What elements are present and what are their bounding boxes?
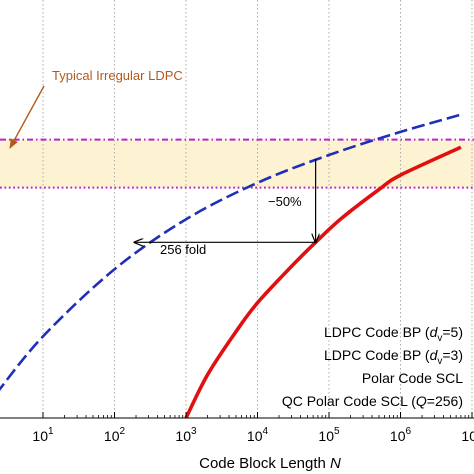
legend: LDPC Code BP (dv=5) LDPC Code BP (dv=3) … (282, 324, 463, 409)
x-tick-label-4: 104 (247, 426, 269, 444)
annotation-minus-50: −50% (268, 194, 302, 209)
plot-band (0, 139, 474, 188)
x-tick-label-1: 101 (32, 426, 54, 444)
x-tick-label-7: 107 (461, 426, 474, 444)
x-axis-label: Code Block Length N (199, 455, 341, 472)
x-tick-label-3: 103 (175, 426, 197, 444)
x-tick-label-2: 102 (104, 426, 126, 444)
typical-ldpc-arrow (9, 85, 45, 149)
annotation-typical-ldpc: Typical Irregular LDPC (52, 68, 183, 83)
legend-entry-1: LDPC Code BP (dv=5) (324, 324, 463, 344)
x-tick-label-5: 105 (318, 426, 340, 444)
legend-entry-3: Polar Code SCL (362, 370, 463, 386)
series-blue-dashed (0, 113, 462, 392)
grid (42, 0, 473, 418)
x-ticks: 101 102 103 104 105 106 107 (32, 412, 474, 444)
legend-entry-4: QC Polar Code SCL (Q=256) (282, 393, 463, 409)
legend-entry-2: LDPC Code BP (dv=3) (324, 347, 463, 367)
annotation-256-fold: 256 fold (160, 242, 206, 257)
series-red-solid (184, 145, 462, 418)
x-tick-label-6: 106 (390, 426, 412, 444)
